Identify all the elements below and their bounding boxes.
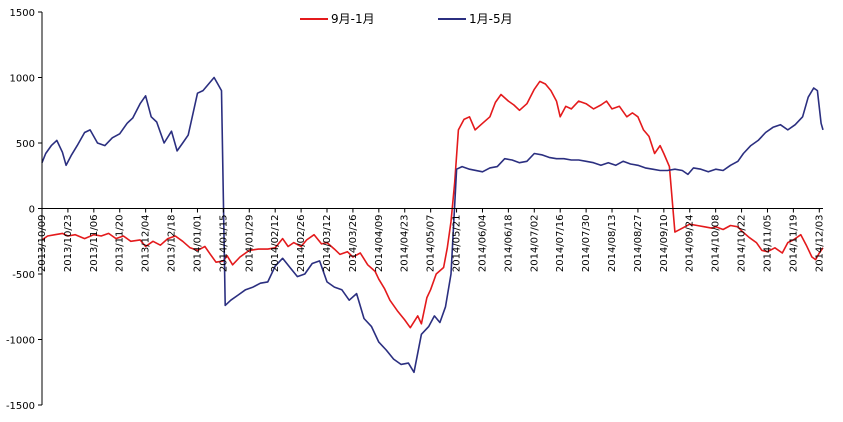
x-tick-label: 2014/08/13 [607,215,618,273]
x-tick-label: 2013/11/06 [89,215,100,273]
legend-label-1: 9月-1月 [331,12,375,26]
y-tick-label: 500 [16,139,35,150]
x-tick-label: 2014/02/12 [270,215,281,273]
x-tick-label: 2014/06/18 [503,215,514,273]
x-axis-ticks: 2013/10/09 2013/10/23 2013/11/06 2013/11/20… [37,208,825,273]
x-tick-label: 2014/09/10 [659,215,670,273]
x-tick-label: 2014/05/07 [426,215,437,273]
x-tick-label: 2014/04/09 [374,215,385,273]
y-tick-label: -1000 [6,336,35,347]
series-line-2 [41,76,824,374]
x-tick-label: 2014/04/23 [400,215,411,273]
y-tick-label: -500 [12,270,35,281]
x-tick-label: 2014/01/29 [244,214,255,272]
x-tick-label: 2014/06/04 [477,215,488,273]
y-tick-label: -1500 [6,401,35,412]
legend-label-2: 1月-5月 [469,12,513,26]
legend: 9月-1月 1月-5月 [300,12,513,26]
y-tick-label: 0 [29,205,35,216]
x-tick-label: 2013/11/20 [115,215,126,273]
x-tick-label: 2014/07/16 [555,215,566,273]
y-tick-label: 1500 [10,8,35,19]
x-tick-label: 2014/11/19 [788,215,799,273]
legend-item-1: 9月-1月 [300,12,375,26]
x-tick-label: 2014/07/02 [529,215,540,273]
x-tick-label: 2014/12/03 [814,215,825,273]
x-tick-label: 2014/08/27 [633,215,644,273]
x-tick-label: 2014/01/15 [218,215,229,273]
x-tick-label: 2013/12/04 [141,215,152,273]
x-tick-label: 2013/12/18 [167,215,178,273]
series-line-1 [41,80,824,329]
x-tick-label: 2014/10/08 [711,215,722,273]
x-tick-label: 2013/10/09 [37,215,48,273]
x-tick-label: 2014/10/22 [737,215,748,273]
y-axis-ticks: 1500 1000 500 0 -500 -1000 -1500 [6,8,42,412]
x-tick-label: 2014/09/24 [685,215,696,273]
x-tick-label: 2014/05/21 [452,214,463,272]
y-tick-label: 1000 [10,74,35,85]
x-tick-label: 2014/02/26 [296,215,307,273]
series-lines [41,76,824,374]
x-tick-label: 2014/03/26 [348,215,359,273]
legend-item-2: 1月-5月 [438,12,513,26]
x-tick-label: 2014/01/01 [192,215,203,273]
x-tick-label: 2014/11/05 [762,215,773,273]
x-tick-label: 2014/07/30 [581,215,592,273]
x-tick-label: 2014/03/12 [322,215,333,273]
axes [41,12,823,405]
x-tick-label: 2013/10/23 [63,215,74,273]
